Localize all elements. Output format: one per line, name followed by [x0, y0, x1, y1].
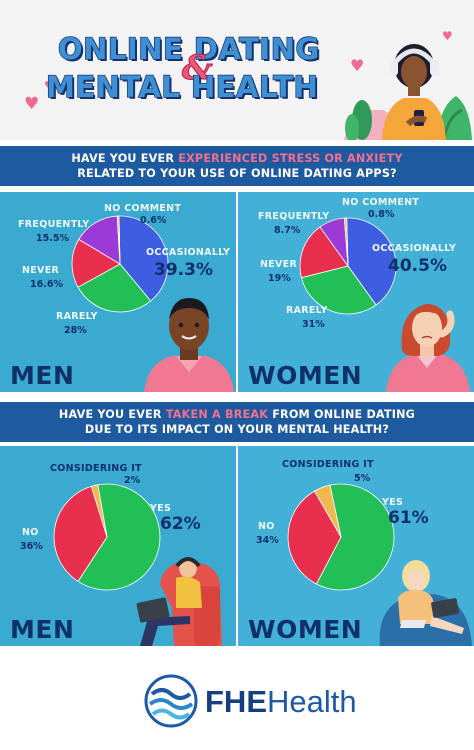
- pie-slice-never: [299, 226, 349, 279]
- label-no: NO: [22, 527, 39, 538]
- heart-icon: ♥: [350, 56, 365, 75]
- men-break-panel: CONSIDERING IT 2% YES 62% NO 36% MEN: [0, 446, 236, 646]
- label-never: NEVER: [260, 259, 298, 270]
- gender-label-men: MEN: [10, 615, 75, 644]
- question-2-band: HAVE YOU EVER TAKEN A BREAK FROM ONLINE …: [0, 398, 474, 446]
- label-rarely: RARELY: [56, 311, 98, 322]
- value-no-comment: 0.8%: [368, 209, 395, 220]
- label-frequently: FREQUENTLY: [18, 219, 90, 230]
- footer: FHEHealth: [0, 646, 474, 750]
- value-no-comment: 0.6%: [140, 215, 167, 226]
- pie-slice-occasionally: [346, 217, 397, 306]
- man-with-laptop-illustration: [136, 557, 222, 646]
- label-considering-it: CONSIDERING IT: [282, 459, 374, 470]
- men-stress-panel: NO COMMENT 0.6% FREQUENTLY 15.5% OCCASIO…: [0, 192, 236, 392]
- heart-icon: ♥: [24, 94, 40, 114]
- label-occasionally: OCCASIONALLY: [146, 247, 231, 258]
- value-considering-it: 5%: [354, 473, 371, 484]
- value-frequently: 15.5%: [36, 233, 69, 244]
- question-2-highlight: TAKEN A BREAK: [165, 407, 269, 421]
- heart-icon: ♥: [44, 79, 54, 92]
- pie-slice-rarely: [300, 265, 377, 315]
- pie-slice-occasionally: [118, 215, 169, 302]
- label-rarely: RARELY: [286, 305, 328, 316]
- question-1-highlight: EXPERIENCED STRESS OR ANXIETY: [178, 151, 403, 165]
- value-occasionally: 40.5%: [388, 256, 447, 276]
- label-yes: YES: [150, 503, 172, 514]
- label-no-comment: NO COMMENT: [104, 203, 182, 214]
- women-stress-panel: NO COMMENT 0.8% FREQUENTLY 8.7% OCCASION…: [238, 192, 474, 392]
- label-frequently: FREQUENTLY: [258, 211, 330, 222]
- women-break-pie-chart: [287, 483, 395, 591]
- man-illustration: [144, 298, 234, 392]
- fhe-health-logo-text: FHEHealth: [205, 684, 357, 719]
- woman-with-headphones-illustration: [344, 44, 472, 140]
- pie-slice-yes: [315, 483, 395, 591]
- label-yes: YES: [382, 497, 404, 508]
- label-considering-it: CONSIDERING IT: [50, 463, 142, 474]
- value-never: 16.6%: [30, 279, 63, 290]
- pie-slice-no: [53, 485, 108, 582]
- heart-icon: ♥: [442, 29, 453, 43]
- value-rarely: 31%: [302, 319, 325, 330]
- question-2-text: HAVE YOU EVER TAKEN A BREAK FROM ONLINE …: [58, 407, 416, 436]
- label-occasionally: OCCASIONALLY: [372, 243, 457, 254]
- pie-slice-frequently: [78, 215, 121, 265]
- gender-label-women: WOMEN: [248, 615, 363, 644]
- value-frequently: 8.7%: [274, 225, 301, 236]
- gender-label-men: MEN: [10, 361, 75, 390]
- pie-slice-considering-it: [313, 484, 342, 538]
- question-1-text: HAVE YOU EVER EXPERIENCED STRESS OR ANXI…: [71, 151, 403, 180]
- pie-slice-yes: [77, 483, 161, 591]
- men-stress-pie-chart: [71, 215, 169, 313]
- value-occasionally: 39.3%: [154, 260, 213, 280]
- gender-label-women: WOMEN: [248, 361, 363, 390]
- value-no: 36%: [20, 541, 43, 552]
- value-considering-it: 2%: [124, 475, 141, 486]
- label-never: NEVER: [22, 265, 60, 276]
- value-never: 19%: [268, 273, 291, 284]
- pie-slice-considering-it: [90, 484, 108, 538]
- value-yes: 62%: [160, 514, 201, 534]
- woman-illustration: [386, 304, 470, 392]
- woman-with-laptop-illustration: [379, 560, 472, 646]
- pie-slice-no-comment: [116, 215, 121, 265]
- pie-slice-never: [71, 238, 121, 288]
- value-yes: 61%: [388, 508, 429, 528]
- pie-slice-rarely: [77, 263, 152, 313]
- women-break-panel: CONSIDERING IT 5% YES 61% NO 34% WOMEN: [238, 446, 474, 646]
- women-stress-pie-chart: [299, 217, 397, 315]
- value-rarely: 28%: [64, 325, 87, 336]
- fhe-health-logo-icon: [144, 674, 198, 728]
- value-no: 34%: [256, 535, 279, 546]
- pie-slice-no-comment: [343, 217, 349, 267]
- men-break-pie-chart: [53, 483, 161, 591]
- title-ampersand: &: [182, 48, 214, 89]
- header: ♥ ♥ ♥ ♥ ONLINE DATING & MENTAL HEALTH: [0, 0, 474, 140]
- title-line-1: ONLINE DATING: [57, 31, 320, 66]
- question-1-band: HAVE YOU EVER EXPERIENCED STRESS OR ANXI…: [0, 140, 474, 192]
- title-line-2: MENTAL HEALTH: [45, 69, 319, 104]
- label-no: NO: [258, 521, 275, 532]
- label-no-comment: NO COMMENT: [342, 197, 420, 208]
